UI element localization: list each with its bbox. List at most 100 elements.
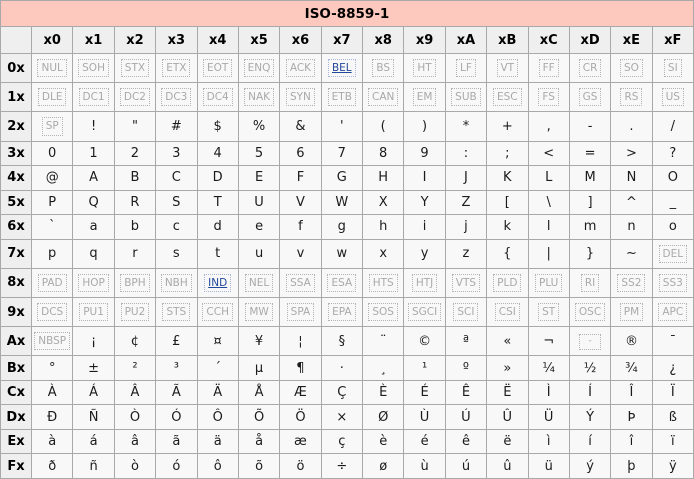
cell-2x-x1: ! — [72, 111, 115, 142]
control-box-VTS: VTS — [451, 273, 481, 292]
cell-Fx-xA: ú — [444, 453, 488, 479]
cell-5x-xE: ^ — [610, 189, 653, 216]
control-box-ETB: ETB — [327, 88, 356, 107]
cell-9x-x8: SOS — [361, 296, 405, 328]
control-box-ST: ST — [538, 303, 560, 322]
cell-Ex-x8: è — [361, 428, 405, 455]
control-link-BEL[interactable]: BEL — [327, 59, 356, 78]
cell-8x-xD: RI — [568, 267, 612, 298]
cell-3x-x9: 9 — [403, 140, 446, 167]
cell-1x-xA: SUB — [444, 82, 488, 113]
cell-2x-x9: ) — [403, 111, 446, 142]
cell-6x-x3: c — [155, 214, 198, 240]
table-row-6x: 6x ` a b c d e f g h i j k l m n o — [0, 214, 694, 240]
cell-Cx-x3: Ã — [155, 379, 198, 406]
control-box-EM: EM — [412, 88, 437, 107]
control-box-SO: SO — [619, 59, 643, 78]
cell-Bx-x5: µ — [237, 355, 281, 381]
cell-Ex-x2: â — [113, 428, 157, 455]
cell-Ax-x6: ¦ — [279, 326, 322, 357]
cell-5x-xB: [ — [486, 189, 529, 216]
cell-1x-xF: US — [651, 82, 694, 113]
cell-1x-x5: NAK — [237, 82, 281, 113]
cell-Ax-x3: £ — [155, 326, 198, 357]
cell-Fx-x8: ø — [361, 453, 405, 479]
col-header-xB: xB — [486, 26, 529, 54]
row-header-Fx: Fx — [0, 453, 32, 479]
cell-6x-x9: i — [403, 214, 446, 240]
cell-Cx-xB: Ë — [486, 379, 529, 406]
cell-1x-x2: DC2 — [113, 82, 157, 113]
cell-Ex-xD: í — [568, 428, 612, 455]
table-row-2x: 2x SP! " # $% & '() * +, -. / — [0, 111, 694, 142]
control-box-DC3: DC3 — [161, 88, 192, 107]
cell-7x-x4: t — [196, 238, 239, 269]
cell-3x-x6: 6 — [279, 140, 322, 167]
table-row-0x: 0x NUL SOH STX ETX EOT ENQ ACK BEL BS HT LF VT FF CR SO… — [0, 52, 694, 84]
cell-Dx-x4: Ô — [196, 404, 239, 430]
cell-6x-xA: j — [444, 214, 488, 240]
row-header-6x: 6x — [0, 214, 32, 240]
control-box-SCI: SCI — [453, 303, 479, 322]
cell-Ex-xF: ï — [651, 428, 694, 455]
control-box-GS: GS — [578, 88, 602, 107]
cell-Bx-x1: ± — [72, 355, 115, 381]
col-header-xF: xF — [651, 26, 694, 54]
cell-6x-xF: o — [651, 214, 694, 240]
row-header-5x: 5x — [0, 189, 32, 216]
cell-9x-x3: STS — [155, 296, 198, 328]
cell-Fx-x7: ÷ — [320, 453, 364, 479]
control-link-IND[interactable]: IND — [204, 273, 232, 292]
cell-3x-x8: 8 — [361, 140, 405, 167]
cell-Ax-x1: ¡ — [72, 326, 115, 357]
cell-2x-x3: # — [155, 111, 198, 142]
cell-0x-xE: SO — [610, 52, 653, 84]
cell-8x-x6: SSA — [279, 267, 322, 298]
cell-6x-xD: m — [568, 214, 612, 240]
cell-5x-x1: Q — [72, 189, 115, 216]
control-box-SI: SI — [663, 59, 682, 78]
cell-Fx-xE: þ — [610, 453, 653, 479]
cell-Cx-x5: Å — [237, 379, 281, 406]
col-header-xE: xE — [610, 26, 653, 54]
cell-6x-xB: k — [486, 214, 529, 240]
control-box-ETX: ETX — [162, 59, 191, 78]
cell-8x-x3: NBH — [155, 267, 198, 298]
cell-Dx-xB: Û — [486, 404, 529, 430]
cell-9x-x5: MW — [237, 296, 281, 328]
cell-Dx-xF: ß — [651, 404, 694, 430]
cell-7x-x5: u — [237, 238, 281, 269]
cell-Ax-x8: ¨ — [361, 326, 405, 357]
cell-Dx-x2: Ò — [113, 404, 157, 430]
cell-5x-x9: Y — [403, 189, 446, 216]
cell-Ex-xB: ë — [486, 428, 529, 455]
control-box-APC: APC — [658, 303, 688, 322]
cell-Cx-x7: Ç — [320, 379, 364, 406]
control-box-SUB: SUB — [451, 88, 481, 107]
cell-7x-xE: ~ — [610, 238, 653, 269]
cell-7x-x0: p — [30, 238, 74, 269]
cell-9x-x9: SGCI — [403, 296, 446, 328]
cell-0x-x8: BS — [361, 52, 405, 84]
control-box-PLD: PLD — [493, 273, 522, 292]
cell-2x-x2: " — [113, 111, 157, 142]
cell-Dx-x3: Ó — [155, 404, 198, 430]
charset-table-body: 0x NUL SOH STX ETX EOT ENQ ACK BEL BS HT LF VT FF CR SO… — [0, 52, 694, 479]
cell-3x-xC: < — [527, 140, 570, 167]
cell-8x-xF: SS3 — [651, 267, 694, 298]
cell-3x-x4: 4 — [196, 140, 239, 167]
cell-Cx-x9: É — [403, 379, 446, 406]
control-box-BPH: BPH — [120, 273, 150, 292]
control-box-FF: FF — [538, 59, 559, 78]
cell-8x-x8: HTS — [361, 267, 405, 298]
control-box-SGCI: SGCI — [407, 303, 442, 322]
cell-5x-x7: W — [320, 189, 364, 216]
cell-0x-x6: ACK — [279, 52, 322, 84]
cell-0x-x1: SOH — [72, 52, 115, 84]
cell-2x-xA: * — [444, 111, 488, 142]
cell-Ax-x5: ¥ — [237, 326, 281, 357]
cell-9x-xA: SCI — [444, 296, 488, 328]
cell-2x-x8: ( — [361, 111, 405, 142]
control-box-EOT: EOT — [203, 59, 233, 78]
